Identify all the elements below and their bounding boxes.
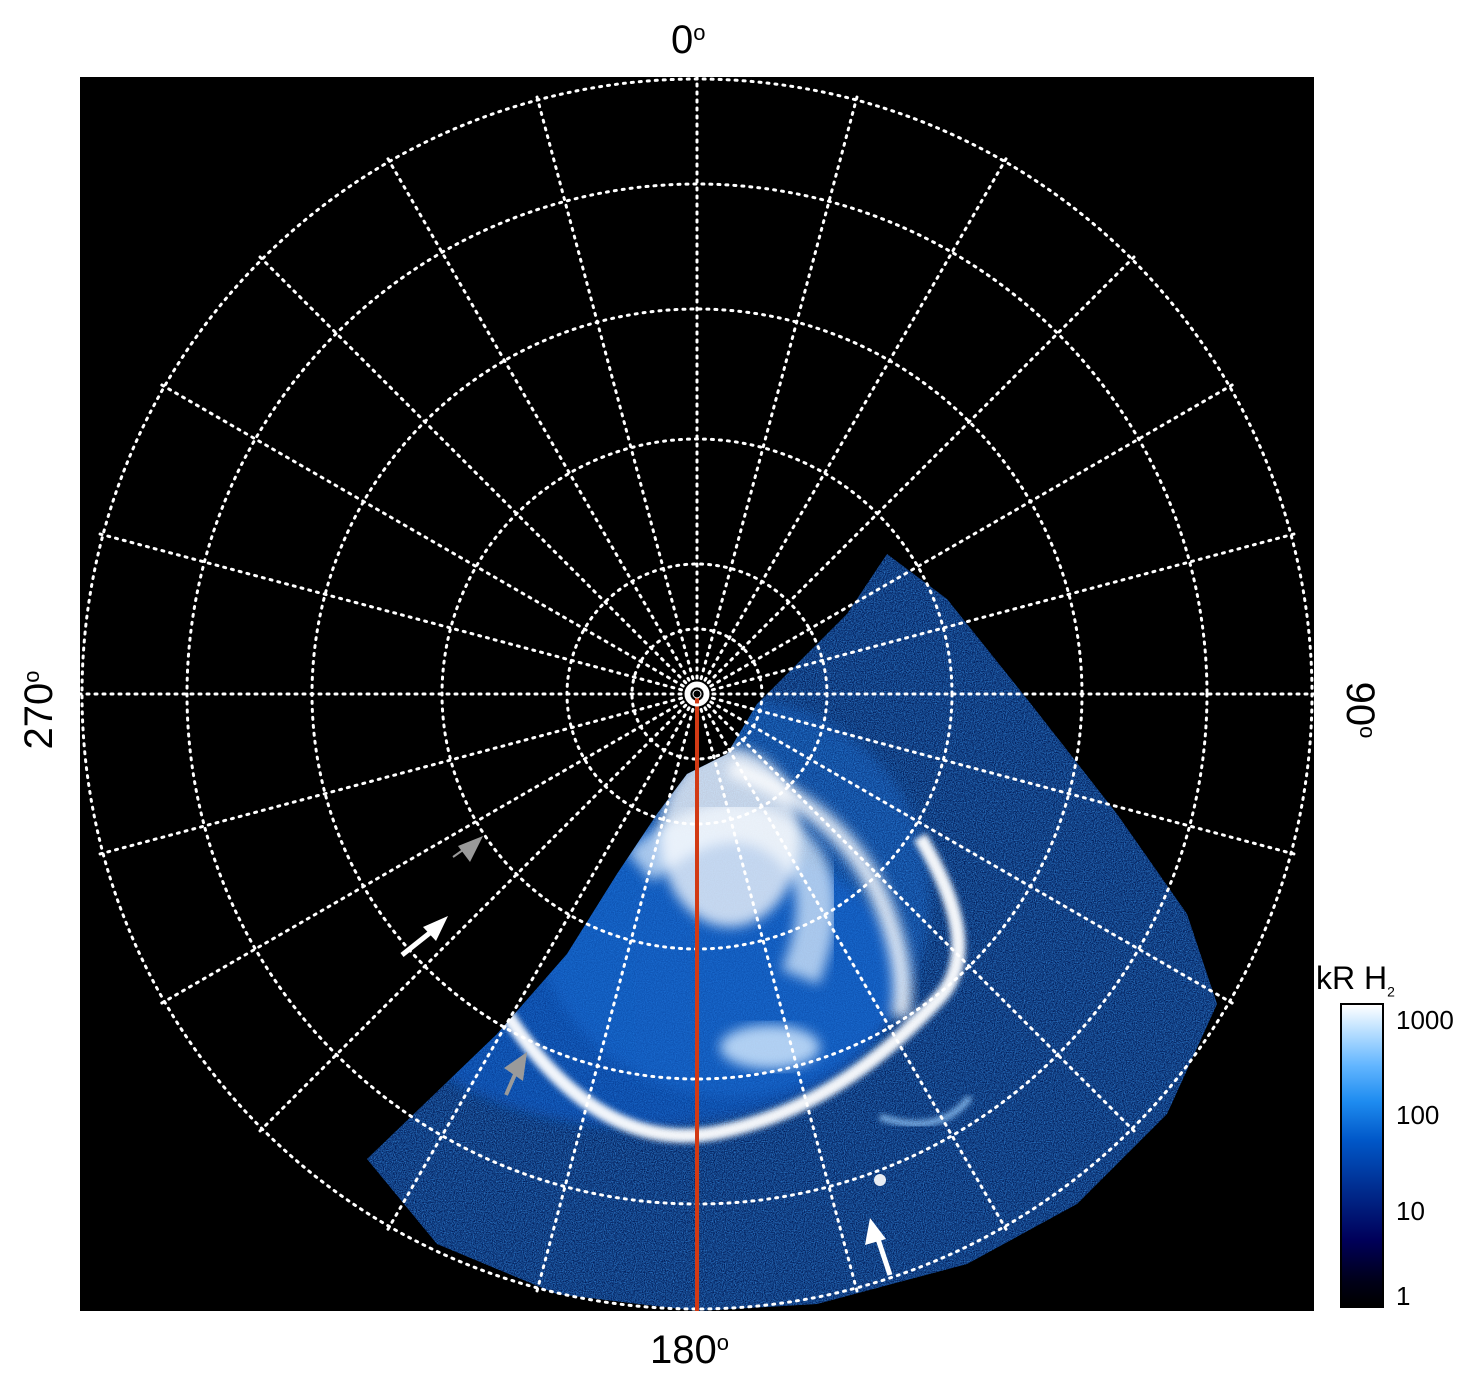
- longitude-meridian: [257, 254, 699, 696]
- longitude-meridian: [695, 692, 859, 1295]
- feature-arrows: [400, 836, 893, 1276]
- longitude-meridian: [535, 93, 699, 696]
- colorbar-tick-1000: 1000: [1396, 1005, 1454, 1035]
- gray-arrow-upper: [452, 836, 483, 862]
- label-90-degrees: 90o: [1338, 681, 1382, 739]
- longitude-meridian: [695, 155, 1009, 696]
- longitude-meridian: [695, 692, 1009, 1233]
- longitude-meridian: [695, 692, 1137, 1134]
- polar-plot-svg: [80, 77, 1314, 1311]
- longitude-meridian: [695, 532, 1298, 696]
- longitude-meridian: [158, 692, 699, 1006]
- colorbar-tick-1: 1: [1396, 1281, 1411, 1311]
- longitude-meridian: [385, 692, 699, 1233]
- longitude-meridian: [695, 93, 859, 696]
- label-180-degrees: 180o: [650, 1328, 729, 1372]
- white-arrow-bottom: [865, 1218, 893, 1276]
- longitude-meridian: [385, 155, 699, 696]
- longitude-meridian: [158, 382, 699, 696]
- longitude-meridian: [695, 692, 1298, 856]
- white-arrow-upper-left: [400, 916, 448, 957]
- longitude-meridian: [257, 692, 699, 1134]
- longitude-meridian: [695, 254, 1137, 696]
- gray-arrow-lower: [504, 1052, 527, 1096]
- longitude-meridian: [695, 692, 1236, 1006]
- longitude-meridian: [535, 692, 699, 1295]
- colorbar-tick-100: 100: [1396, 1100, 1440, 1130]
- longitude-meridian: [96, 532, 699, 696]
- pole-marker: [684, 681, 710, 707]
- polar-projection-image: [80, 77, 1314, 1311]
- colorbar-title: kR H2: [1316, 960, 1395, 1000]
- colorbar-tick-10: 10: [1396, 1196, 1425, 1226]
- label-0-degrees: 0o: [671, 18, 706, 62]
- longitude-meridian: [695, 382, 1236, 696]
- longitude-meridian: [96, 692, 699, 856]
- label-270-degrees: 270o: [17, 670, 61, 750]
- colorbar: [1340, 1003, 1384, 1308]
